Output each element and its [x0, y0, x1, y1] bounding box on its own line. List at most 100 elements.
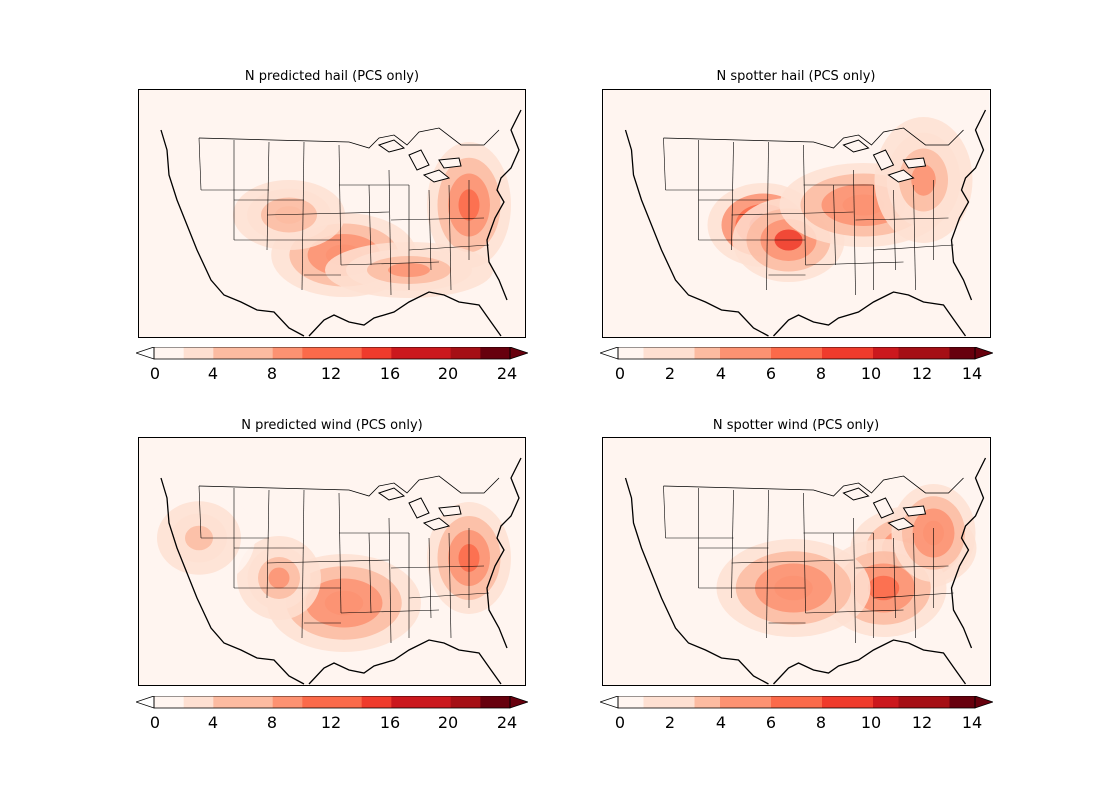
tick-label: 16	[379, 364, 401, 383]
colorbar-outline	[617, 347, 976, 360]
colorbar-segment	[332, 347, 363, 359]
tick-label: 10	[860, 364, 882, 383]
tick-label: 14	[961, 364, 983, 383]
state-boundary	[266, 211, 390, 216]
colorbar-extend-low	[136, 696, 155, 709]
coastline	[160, 109, 522, 337]
colorbar-segment	[213, 347, 244, 359]
colorbar-segment	[873, 696, 899, 708]
colorbar-segment	[822, 347, 848, 359]
state-boundary	[663, 137, 666, 191]
colorbar-segment	[450, 696, 481, 708]
colorbar-segment	[694, 696, 721, 708]
colorbar-segment	[421, 347, 452, 359]
colorbar-segment	[898, 347, 925, 359]
colorbar-segment	[720, 347, 746, 359]
tick-label: 14	[961, 713, 983, 732]
state-boundary	[390, 565, 485, 569]
map-outlines	[624, 109, 987, 337]
colorbar-segment	[243, 696, 274, 708]
panel-title-predicted-wind: N predicted wind (PCS only)	[241, 418, 423, 433]
colorbar-segment	[302, 347, 333, 359]
hotspot-contour	[842, 194, 885, 216]
tick-label: 4	[715, 364, 727, 383]
state-boundary	[805, 609, 904, 614]
state-boundary	[340, 609, 440, 614]
state-boundary	[853, 517, 856, 644]
state-boundary	[390, 217, 485, 221]
colorbar-segment	[213, 696, 244, 708]
colorbar-extend-low	[600, 696, 619, 709]
colorbar-segment	[771, 347, 797, 359]
colorbar-outline	[153, 347, 511, 360]
colorbar-segment	[669, 696, 695, 708]
colorbar-segment	[618, 347, 644, 359]
tick-label: 6	[765, 364, 777, 383]
tick-label: 4	[207, 364, 219, 383]
hotspot-contour	[268, 567, 290, 589]
canada-border	[663, 475, 964, 497]
state-boundary	[368, 184, 372, 266]
state-boundary	[198, 137, 202, 191]
map-outlines	[160, 109, 522, 337]
colorbar-segment	[183, 696, 214, 708]
colorbar-segment	[669, 347, 695, 359]
canada-border	[663, 127, 964, 149]
colorbar-segment	[694, 347, 721, 359]
colorbar-segment	[873, 347, 899, 359]
colorbar-outline	[617, 696, 976, 709]
contour-layer	[707, 117, 973, 282]
colorbar-segment	[272, 696, 303, 708]
map-panel-spotter-hail	[602, 89, 991, 338]
state-boundary	[805, 261, 904, 266]
tick-label: 10	[860, 713, 882, 732]
colorbar-segment	[847, 696, 874, 708]
colorbar-segment	[480, 347, 511, 359]
state-boundary	[893, 537, 896, 619]
colorbar-segment	[391, 696, 422, 708]
colorbar-segment	[272, 347, 303, 359]
colorbar-segment	[847, 347, 874, 359]
colorbar-segment	[745, 696, 772, 708]
hotspot-contour	[324, 590, 364, 616]
contour-layer	[716, 484, 977, 637]
tick-label: 12	[911, 713, 933, 732]
colorbar-segment	[924, 696, 950, 708]
colorbar-predicted-wind	[136, 696, 528, 709]
state-boundary	[408, 592, 490, 599]
state-boundary	[731, 141, 734, 251]
hotspot-contour	[911, 164, 936, 196]
coastline	[160, 457, 522, 685]
colorbar-segment	[745, 347, 772, 359]
state-boundary	[338, 144, 342, 266]
colorbar-spotter-wind	[600, 696, 993, 709]
colorbar-extend-high	[509, 347, 528, 360]
colorbar-segment	[822, 696, 848, 708]
colorbar-segment	[480, 696, 511, 708]
state-boundary	[766, 489, 769, 639]
tick-label: 2	[664, 364, 676, 383]
hotspot-contour	[185, 525, 213, 551]
colorbar-extend-low	[136, 347, 155, 360]
hotspot-contour	[867, 575, 900, 601]
tick-label: 12	[911, 364, 933, 383]
colorbar-segment	[618, 696, 644, 708]
state-boundary	[873, 244, 954, 251]
colorbar-segment	[643, 696, 670, 708]
tick-label: 8	[815, 713, 827, 732]
colorbar-segment	[361, 696, 392, 708]
state-boundary	[731, 211, 854, 216]
state-boundary	[731, 489, 734, 599]
state-boundary	[873, 592, 954, 599]
state-boundary	[408, 244, 490, 251]
state-boundary	[266, 559, 390, 564]
state-boundary	[731, 559, 854, 564]
colorbar-spotter-hail	[600, 347, 993, 360]
tick-label: 16	[379, 713, 401, 732]
tick-label: 2	[664, 713, 676, 732]
tick-label: 6	[765, 713, 777, 732]
map-panel-predicted-hail	[138, 89, 526, 338]
great-lakes	[377, 139, 462, 183]
colorbar-segment	[720, 696, 746, 708]
colorbar-segment	[949, 347, 976, 359]
